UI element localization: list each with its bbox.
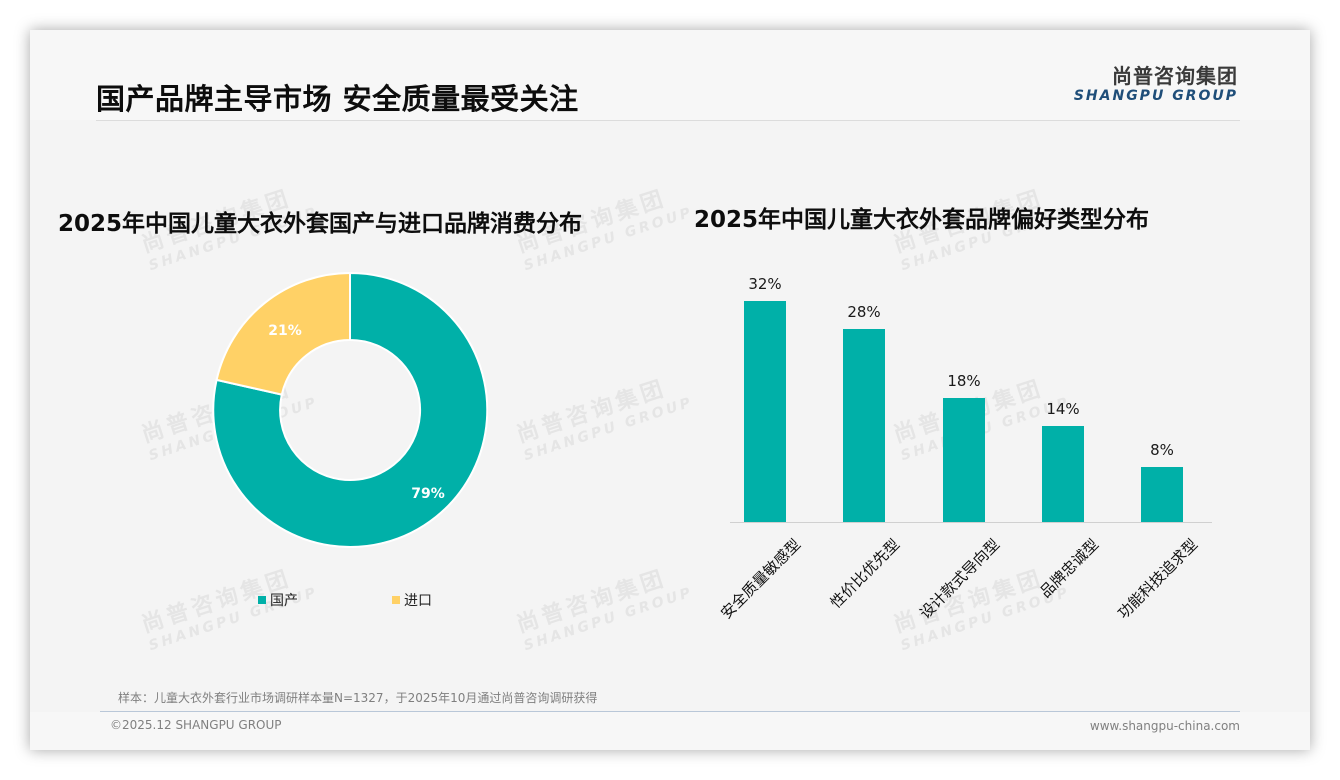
bar-group: 14% (1042, 262, 1084, 522)
bar-function-tech[interactable] (1141, 467, 1183, 522)
legend-item-import[interactable]: 进口 (392, 590, 432, 610)
bar-group: 8% (1141, 262, 1183, 522)
bar-group: 28% (843, 262, 885, 522)
donut-segment-import[interactable] (215, 272, 351, 396)
bar-group: 32% (744, 262, 786, 522)
bar-chart: 32% 28% 18% 14% 8% (730, 262, 1212, 552)
bar-value-label: 18% (947, 372, 981, 390)
legend-swatch-domestic (258, 596, 266, 604)
footer-divider (100, 711, 1240, 712)
donut-label-import: 21% (268, 323, 302, 339)
bar-group: 18% (943, 262, 985, 522)
header-band (30, 30, 1310, 120)
company-logo: 尚普咨询集团 SHANGPU GROUP (1074, 64, 1238, 104)
bar-design-style[interactable] (943, 398, 985, 522)
copyright-text: ©2025.12 SHANGPU GROUP (110, 718, 282, 732)
bar-brand-loyalty[interactable] (1042, 426, 1084, 522)
legend-swatch-import (392, 596, 400, 604)
slide: 尚普咨询集团 SHANGPU GROUP 尚普咨询集团 SHANGPU GROUP … (30, 30, 1310, 750)
bar-value-label: 8% (1150, 441, 1174, 459)
bar-value-label: 14% (1046, 400, 1080, 418)
legend-label: 国产 (270, 593, 298, 609)
bar-value-label: 32% (748, 275, 782, 293)
page-title: 国产品牌主导市场 安全质量最受关注 (96, 82, 579, 116)
logo-cn-text: 尚普咨询集团 (1112, 64, 1238, 88)
donut-chart: 79% 21% (212, 272, 488, 548)
footer-band (30, 712, 1310, 750)
legend-label: 进口 (404, 593, 432, 609)
legend-item-domestic[interactable]: 国产 (258, 590, 298, 610)
website-link[interactable]: www.shangpu-china.com (1089, 719, 1240, 733)
title-divider (96, 120, 1240, 121)
donut-segment-domestic[interactable] (212, 272, 488, 548)
donut-chart-title: 2025年中国儿童大衣外套国产与进口品牌消费分布 (58, 211, 583, 237)
sample-note: 样本：儿童大衣外套行业市场调研样本量N=1327，于2025年10月通过尚普咨询… (118, 691, 598, 705)
bar-value-for-money[interactable] (843, 329, 885, 522)
bar-value-label: 28% (847, 303, 881, 321)
logo-en-text: SHANGPU GROUP (1073, 88, 1238, 104)
x-axis-line (730, 522, 1212, 523)
bar-safety-quality[interactable] (744, 301, 786, 522)
bar-chart-title: 2025年中国儿童大衣外套品牌偏好类型分布 (694, 207, 1150, 233)
donut-label-domestic: 79% (411, 486, 445, 502)
